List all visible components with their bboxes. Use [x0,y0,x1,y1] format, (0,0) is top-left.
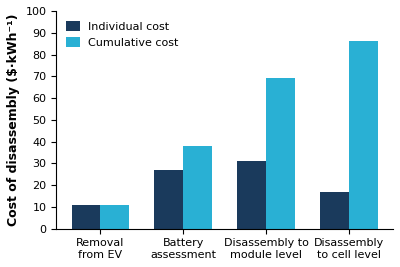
Bar [349,41,378,229]
Bar [72,205,100,229]
Y-axis label: Cost of disassembly ($·kWh⁻¹): Cost of disassembly ($·kWh⁻¹) [7,14,20,226]
Bar [183,146,212,229]
Bar [266,78,295,229]
Legend: Individual cost, Cumulative cost: Individual cost, Cumulative cost [62,17,183,53]
Bar [100,205,130,229]
Bar [154,170,183,229]
Bar [237,161,266,229]
Bar [320,192,349,229]
